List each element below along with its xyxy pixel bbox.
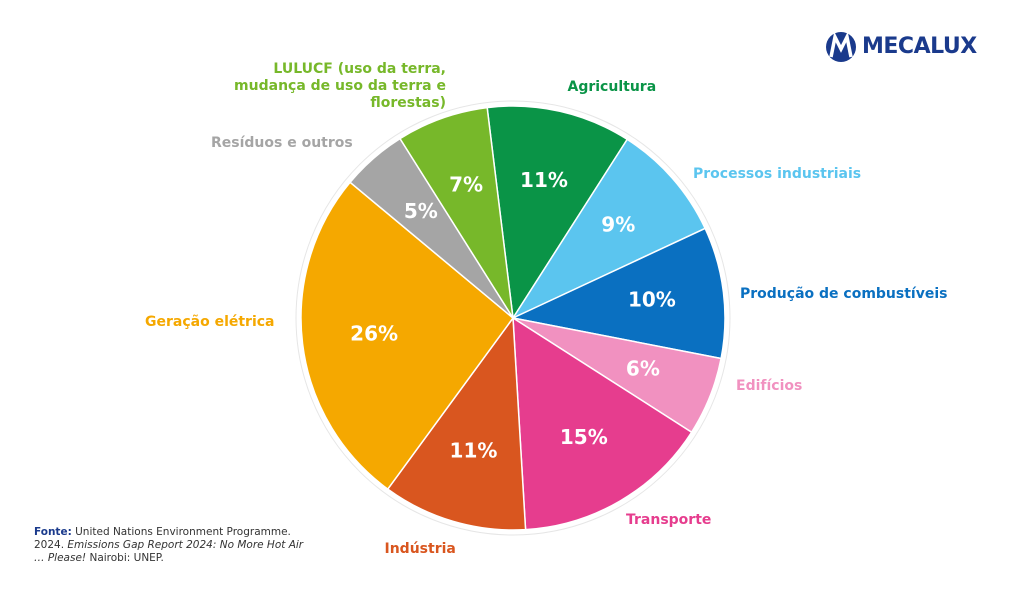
pie-slice xyxy=(510,138,707,320)
value-label: 15% xyxy=(560,425,608,449)
value-label: 11% xyxy=(520,168,568,192)
source: Fonte: United Nations Environment Progra… xyxy=(34,526,309,565)
category-label: Edifícios xyxy=(736,377,803,394)
value-label: 9% xyxy=(601,212,635,236)
value-label: 10% xyxy=(628,287,676,311)
pie-slice xyxy=(398,106,514,319)
category-label: Indústria xyxy=(384,540,456,557)
category-label: Resíduos e outros xyxy=(211,134,353,151)
source-text: Nairobi: UNEP. xyxy=(86,552,164,564)
category-label: Processos industriais xyxy=(693,165,862,182)
logo-icon xyxy=(826,31,856,62)
pie-slice xyxy=(510,227,726,360)
logo: MECALUX xyxy=(862,34,977,59)
value-label: 11% xyxy=(450,439,498,463)
category-label: Transporte xyxy=(626,511,712,528)
value-label: 5% xyxy=(404,199,438,223)
category-label: Geração elétrica xyxy=(145,313,275,330)
value-label: 7% xyxy=(449,173,483,197)
pie-slice xyxy=(386,315,527,531)
category-label: LULUCF (uso da terra, mudança de uso da … xyxy=(234,60,446,111)
pie-slice xyxy=(512,316,693,531)
pie-slice xyxy=(300,181,515,491)
category-label: Produção de combustíveis xyxy=(740,285,948,302)
source-label: Fonte: xyxy=(34,526,72,538)
slices xyxy=(300,105,726,531)
source-title: Emissions Gap Report 2024: No More Hot A… xyxy=(34,539,304,564)
value-label: 26% xyxy=(350,322,398,346)
source-text: United Nations Environment Programme. 20… xyxy=(34,526,291,551)
category-label: Agricultura xyxy=(567,78,657,95)
pie-slice xyxy=(486,105,629,321)
value-label: 6% xyxy=(626,356,660,380)
